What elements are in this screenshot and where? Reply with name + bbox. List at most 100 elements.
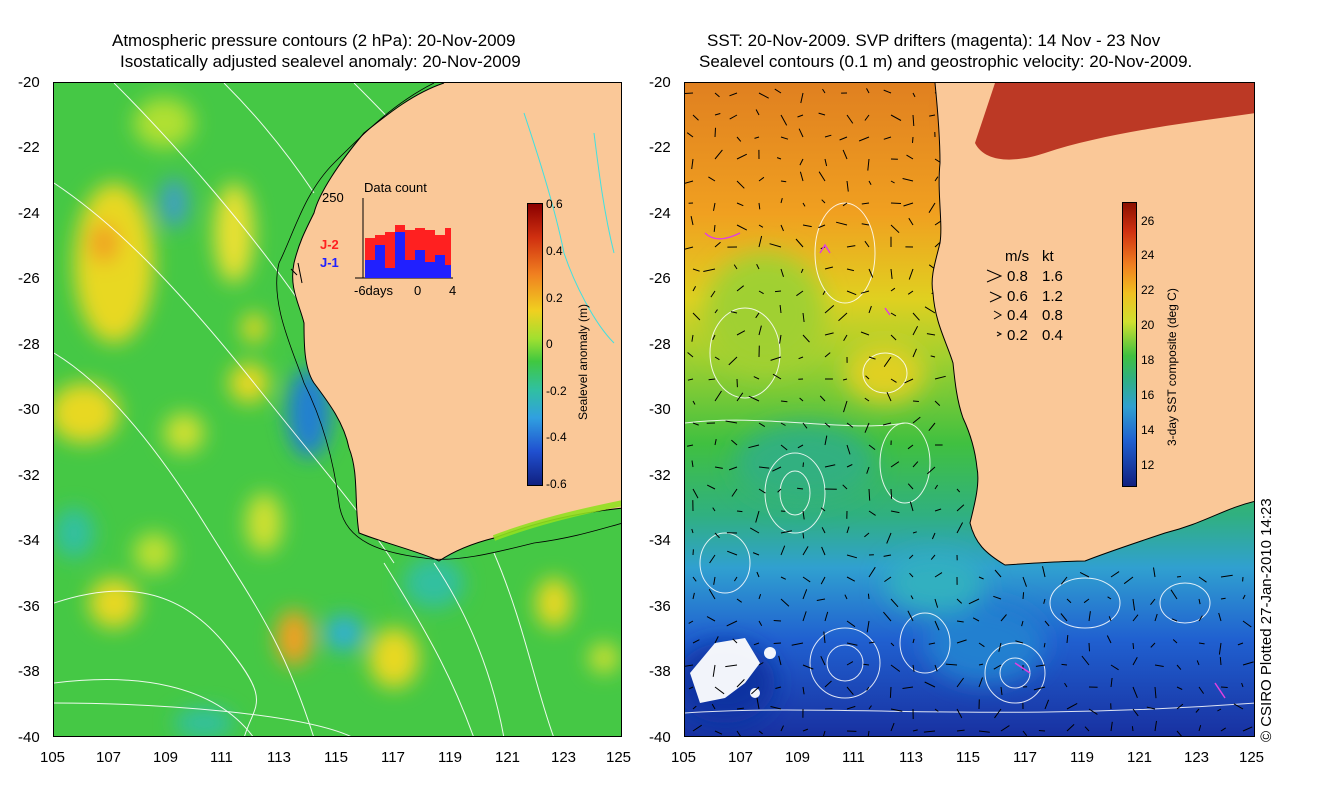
velocity-arrow	[777, 488, 782, 493]
velocity-arrow	[844, 594, 848, 600]
velocity-key-kt: 0.8	[1042, 307, 1063, 324]
velocity-arrow	[864, 397, 870, 402]
velocity-arrow	[780, 444, 788, 451]
credit-line: © CSIRO Plotted 27-Jan-2010 14:23	[1258, 498, 1275, 742]
velocity-arrow	[868, 444, 876, 450]
velocity-key: m/s kt 0.8 1.6 0.6 1.2 0.4 0.8 0.2 0.4	[985, 248, 1085, 348]
velocity-arrow	[1088, 611, 1091, 622]
velocity-arrow	[758, 202, 761, 210]
sealevel-colorbar-tick: -0.4	[546, 430, 567, 444]
velocity-arrow	[791, 642, 804, 646]
velocity-arrow	[691, 158, 694, 170]
velocity-arrow	[688, 620, 694, 624]
velocity-arrow	[686, 132, 694, 138]
velocity-arrow	[802, 576, 811, 583]
x-tick: 109	[153, 749, 179, 766]
velocity-arrow	[736, 679, 745, 688]
velocity-arrow	[868, 180, 872, 186]
velocity-arrow	[934, 375, 946, 380]
velocity-arrow	[820, 655, 826, 666]
velocity-arrow	[945, 663, 958, 666]
sealevel-colorbar	[527, 203, 543, 486]
velocity-arrow	[1044, 699, 1050, 710]
velocity-arrow	[890, 287, 896, 292]
velocity-arrow	[726, 620, 738, 627]
velocity-arrow	[1088, 708, 1098, 715]
velocity-arrow	[774, 88, 782, 94]
velocity-arrow	[822, 290, 826, 295]
velocity-arrow	[772, 466, 782, 472]
velocity-arrow	[1083, 598, 1090, 604]
velocity-arrow	[686, 444, 694, 447]
x-tick: 117	[1013, 749, 1037, 766]
velocity-arrow	[1066, 635, 1069, 644]
y-tick: -24	[18, 205, 40, 222]
inset-title: Data count	[364, 180, 427, 195]
velocity-arrow	[713, 576, 716, 585]
velocity-arrow	[868, 356, 876, 360]
velocity-arrow	[882, 422, 892, 426]
velocity-arrow	[1022, 730, 1028, 736]
velocity-arrow	[821, 527, 826, 534]
legend-j2: J-2	[320, 237, 339, 252]
x-tick: 107	[96, 749, 122, 766]
velocity-arrow	[912, 664, 915, 672]
velocity-arrow	[802, 312, 805, 323]
velocity-arrow	[886, 391, 892, 402]
velocity-arrow	[1220, 686, 1228, 688]
velocity-arrow	[883, 89, 892, 94]
velocity-arrow	[802, 546, 809, 556]
velocity-arrow	[1176, 730, 1182, 736]
velocity-arrow	[709, 554, 716, 564]
velocity-arrow	[755, 312, 760, 319]
velocity-arrow	[908, 217, 914, 226]
velocity-arrow	[755, 109, 760, 116]
velocity-arrow	[822, 88, 826, 94]
velocity-arrow	[956, 677, 965, 688]
velocity-arrow	[714, 356, 720, 361]
velocity-arrow	[802, 462, 804, 468]
velocity-arrow	[866, 88, 870, 94]
velocity-arrow	[978, 642, 985, 648]
velocity-arrow	[1060, 613, 1068, 622]
velocity-arrow	[972, 617, 980, 622]
velocity-arrow	[889, 686, 892, 698]
sst-colorbar-tick: 22	[1141, 283, 1155, 297]
velocity-arrow	[912, 92, 916, 98]
velocity-arrow	[846, 114, 854, 124]
velocity-arrow	[1242, 620, 1252, 628]
velocity-arrow	[934, 508, 942, 512]
velocity-arrow	[692, 422, 699, 426]
sst-colorbar-tick: 26	[1141, 214, 1155, 228]
velocity-arrow	[846, 444, 851, 455]
velocity-arrow	[1217, 708, 1222, 712]
velocity-arrow	[1198, 686, 1205, 694]
velocity-arrow	[835, 221, 848, 226]
velocity-arrow	[692, 268, 700, 272]
velocity-arrow	[912, 531, 917, 534]
inset-ymax-label: 250	[322, 190, 344, 205]
velocity-arrow	[846, 526, 850, 534]
velocity-arrow	[756, 263, 760, 270]
y-tick: -22	[18, 139, 40, 156]
y-tick: -36	[649, 598, 671, 615]
x-tick: 107	[728, 749, 754, 766]
sealevel-colorbar-tick: 0	[546, 337, 553, 351]
velocity-arrow	[867, 158, 870, 171]
velocity-arrow	[934, 664, 938, 672]
velocity-arrow	[890, 642, 895, 647]
velocity-arrow	[714, 686, 725, 695]
velocity-arrow	[1132, 708, 1139, 717]
velocity-arrow	[1146, 706, 1156, 710]
velocity-arrow	[1110, 677, 1113, 688]
velocity-arrow	[860, 331, 870, 336]
velocity-arrow	[824, 611, 829, 622]
velocity-arrow	[800, 92, 804, 104]
x-tick: 115	[324, 749, 348, 766]
velocity-arrow	[868, 305, 872, 314]
velocity-arrow	[754, 136, 760, 139]
velocity-arrow	[1195, 708, 1200, 713]
sst-field	[685, 83, 1254, 736]
velocity-arrow	[710, 290, 716, 298]
velocity-arrow	[758, 466, 770, 469]
